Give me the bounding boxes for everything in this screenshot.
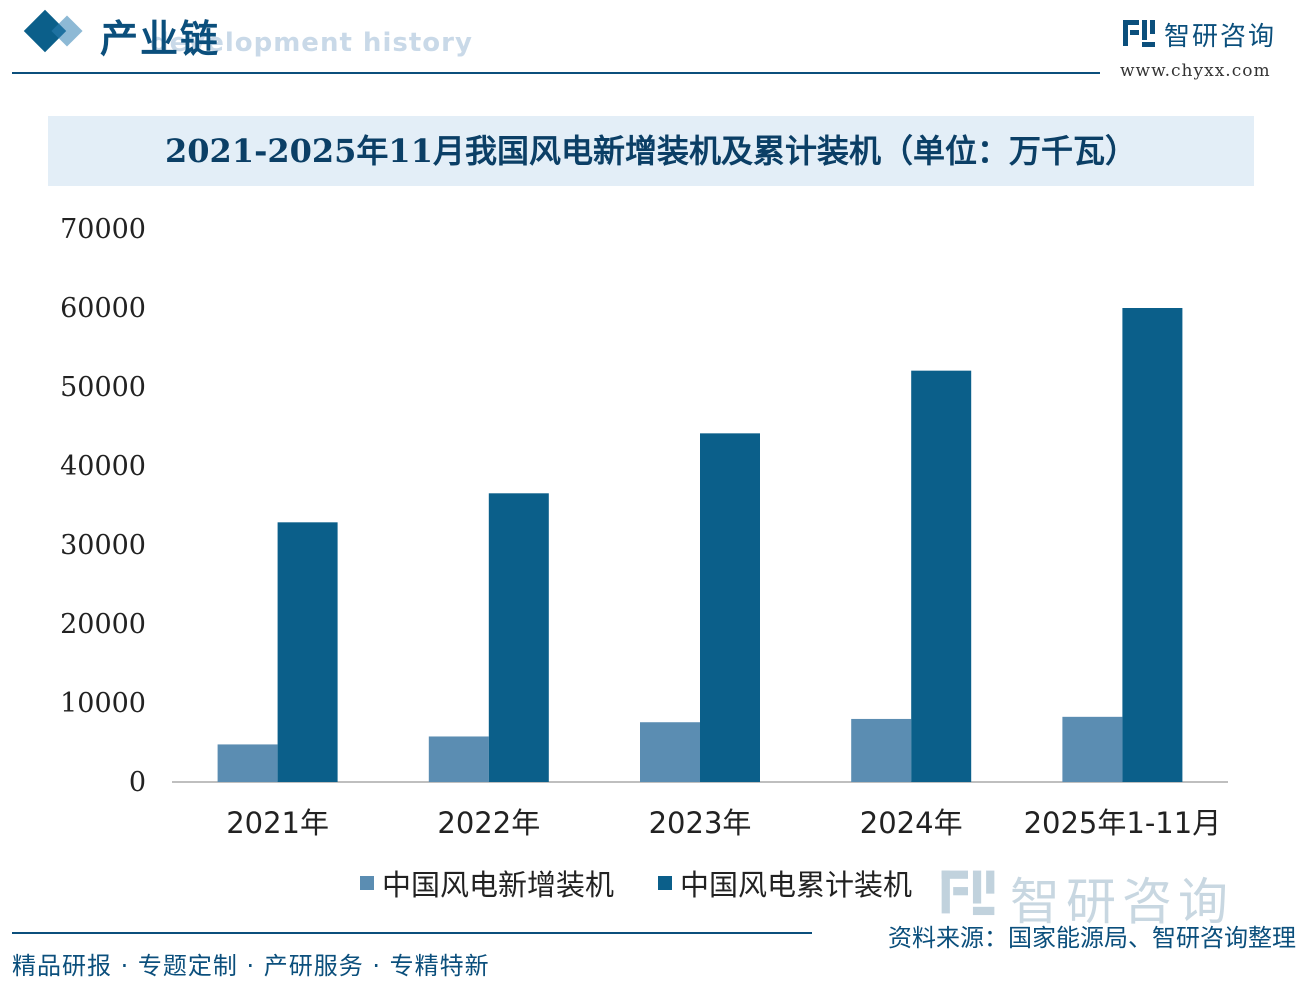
- footer-slogan: 精品研报 · 专题定制 · 产研服务 · 专精特新: [12, 952, 490, 980]
- x-tick-label: 2022年: [437, 806, 540, 840]
- bar-new-installed: [1062, 716, 1123, 782]
- header-title: 产业链: [100, 16, 221, 61]
- x-axis-labels: 2021年 2022年 2023年 2024年 2025年1-11月: [226, 806, 1221, 840]
- chart-title: 2021-2025年11月我国风电新增装机及累计装机（单位：万千瓦）: [165, 132, 1137, 170]
- bar-new-installed: [851, 718, 912, 782]
- y-tick-label: 60000: [60, 293, 146, 324]
- brand-url: www.chyxx.com: [1120, 61, 1271, 81]
- legend-item-cumulative: 中国风电累计装机: [658, 862, 912, 904]
- y-tick-label: 10000: [60, 688, 146, 719]
- bar-new-installed: [640, 722, 700, 782]
- footer-source: 资料来源：国家能源局、智研咨询整理: [888, 924, 1296, 952]
- bar-cumulative-installed: [488, 493, 549, 782]
- x-tick-label: 2025年1-11月: [1024, 806, 1222, 840]
- y-tick-label: 50000: [60, 372, 146, 403]
- watermark-text: 智研咨询: [1010, 873, 1234, 931]
- bar-cumulative-installed: [277, 522, 338, 782]
- bar-cumulative-installed: [1122, 308, 1183, 782]
- legend-swatch-new: [360, 876, 374, 890]
- x-tick-label: 2024年: [860, 806, 963, 840]
- brand-name: 智研咨询: [1164, 22, 1277, 52]
- y-tick-label: 0: [129, 767, 146, 798]
- legend-label-new: 中国风电新增装机: [382, 868, 615, 902]
- header-subtitle-watermark: development history: [150, 28, 473, 58]
- footer-divider: [12, 932, 812, 934]
- x-tick-label: 2023年: [649, 806, 752, 840]
- legend-item-new: 中国风电新增装机: [360, 862, 614, 904]
- y-axis-labels: 0 10000 20000 30000 40000 50000 60000 70000: [60, 214, 146, 798]
- bar-cumulative-installed: [700, 433, 760, 782]
- y-tick-label: 20000: [60, 609, 146, 640]
- brand-logo-icon: [1123, 20, 1155, 47]
- legend-swatch-cumulative: [658, 876, 673, 890]
- y-tick-label: 40000: [60, 451, 146, 482]
- watermark-logo-icon: [941, 870, 995, 916]
- bar-new-installed: [428, 736, 489, 782]
- legend-label-cumulative: 中国风电累计装机: [680, 868, 913, 902]
- y-tick-label: 30000: [60, 530, 146, 561]
- header-divider: [12, 72, 1100, 74]
- chart-title-band: [48, 116, 1254, 186]
- bars: [217, 308, 1183, 782]
- bar-cumulative-installed: [911, 370, 972, 782]
- bar-chart: 0 10000 20000 30000 40000 50000 60000 70000 202…: [60, 214, 1228, 840]
- chart-legend: 中国风电新增装机 中国风电累计装机: [360, 866, 956, 902]
- x-tick-label: 2021年: [226, 806, 329, 840]
- bar-new-installed: [217, 744, 278, 782]
- y-tick-label: 70000: [60, 214, 146, 245]
